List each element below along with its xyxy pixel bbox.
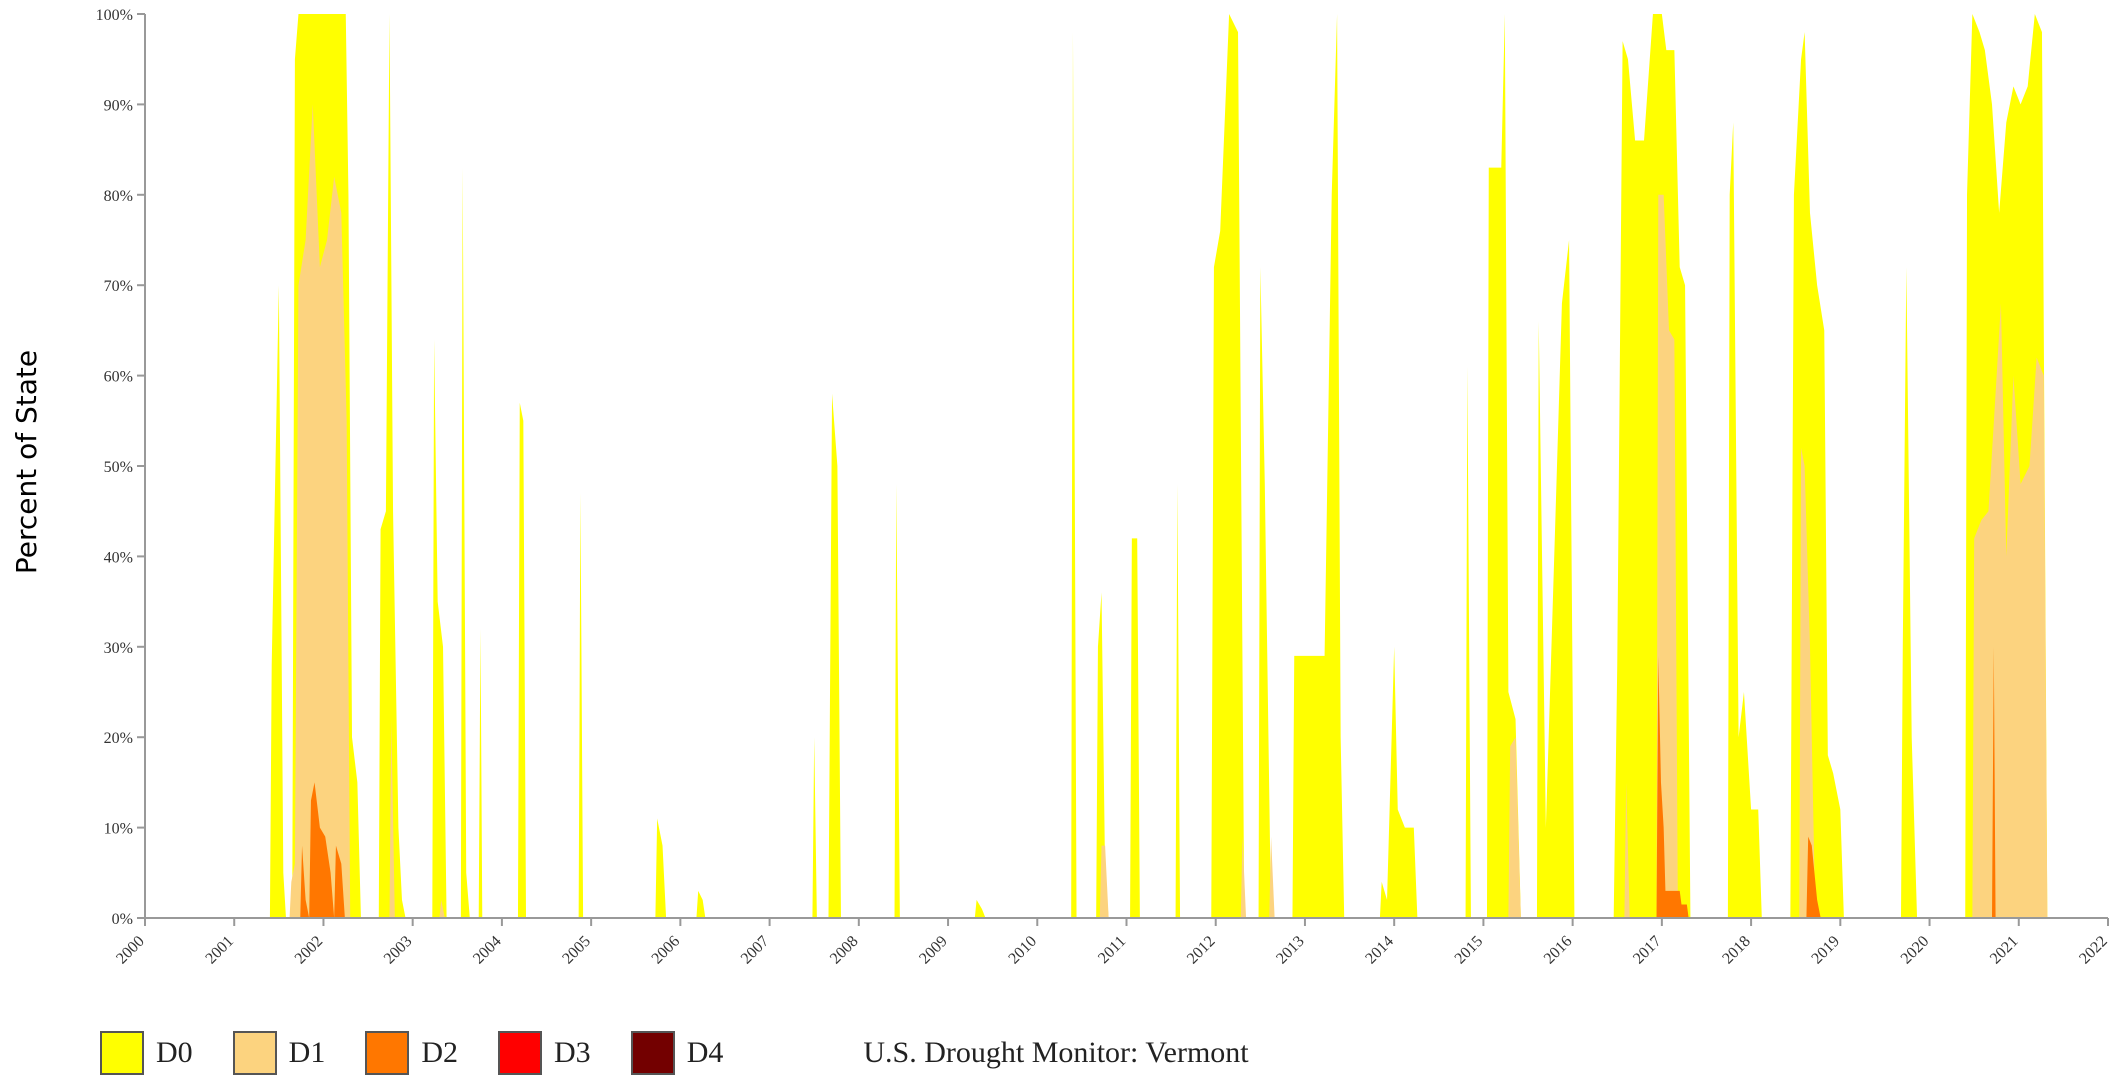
series-area-d0 — [269, 14, 2048, 918]
x-tick-label: 2006 — [649, 933, 684, 968]
x-tick-label: 2007 — [738, 933, 773, 968]
x-tick-label: 2010 — [1005, 933, 1040, 968]
x-tick-label: 2001 — [202, 933, 237, 968]
y-tick-label: 40% — [104, 549, 133, 566]
x-tick-label: 2021 — [1987, 933, 2022, 968]
x-tick-label: 2004 — [470, 933, 505, 968]
y-tick-label: 70% — [104, 278, 133, 295]
x-tick-label: 2013 — [1273, 933, 1308, 968]
y-tick-label: 60% — [104, 369, 133, 386]
series-area-d1 — [289, 104, 2048, 918]
x-tick-label: 2018 — [1719, 933, 1754, 968]
x-tick-label: 2012 — [1184, 933, 1219, 968]
legend-label-d2: D2 — [421, 1036, 459, 1069]
legend-item-d2: D2 — [365, 1031, 458, 1075]
legend-swatch-d4 — [630, 1031, 675, 1075]
area-layers — [269, 14, 2048, 918]
x-tick-label: 2017 — [1630, 933, 1665, 968]
legend-item-d1: D1 — [232, 1031, 326, 1075]
x-tick-label: 2003 — [381, 933, 416, 968]
x-tick-label: 2014 — [1362, 933, 1397, 968]
x-tick-label: 2020 — [1898, 933, 1933, 968]
legend-swatch-d0 — [100, 1031, 144, 1075]
chart-legend: D0 D1 D2 D3 D4 U.S. Drought Monitor: Ver… — [100, 1028, 1249, 1078]
y-tick-label: 90% — [104, 97, 133, 114]
chart-title: U.S. Drought Monitor: Vermont — [863, 1036, 1249, 1069]
legend-swatch-d2 — [365, 1031, 410, 1075]
x-tick-label: 2011 — [1095, 933, 1129, 967]
legend-label-d4: D4 — [686, 1036, 724, 1069]
legend-item-d3: D3 — [498, 1031, 591, 1075]
x-tick-label: 2000 — [113, 933, 148, 968]
y-tick-label: 0% — [112, 911, 133, 928]
y-axis-label: Percent of State — [10, 350, 43, 574]
legend-label-d1: D1 — [288, 1036, 326, 1069]
legend-swatch-d1 — [232, 1031, 277, 1075]
x-tick-label: 2005 — [559, 933, 594, 968]
x-tick-label: 2016 — [1541, 933, 1576, 968]
y-tick-label: 30% — [104, 640, 133, 657]
x-tick-label: 2022 — [2076, 933, 2111, 968]
x-tick-label: 2002 — [292, 933, 327, 968]
y-tick-label: 100% — [96, 7, 133, 24]
y-tick-label: 80% — [104, 188, 133, 205]
x-tick-label: 2019 — [1808, 933, 1843, 968]
x-tick-label: 2009 — [916, 933, 951, 968]
y-tick-label: 50% — [104, 459, 133, 476]
legend-label-d0: D0 — [156, 1036, 193, 1069]
x-tick-label: 2008 — [827, 933, 862, 968]
x-tick-label: 2015 — [1452, 933, 1487, 968]
legend-item-d0: D0 — [100, 1031, 193, 1075]
legend-label-d3: D3 — [554, 1036, 591, 1069]
y-tick-label: 20% — [104, 730, 133, 747]
y-tick-label: 10% — [104, 821, 133, 838]
legend-item-d4: D4 — [630, 1031, 724, 1075]
legend-swatch-d3 — [498, 1031, 543, 1075]
